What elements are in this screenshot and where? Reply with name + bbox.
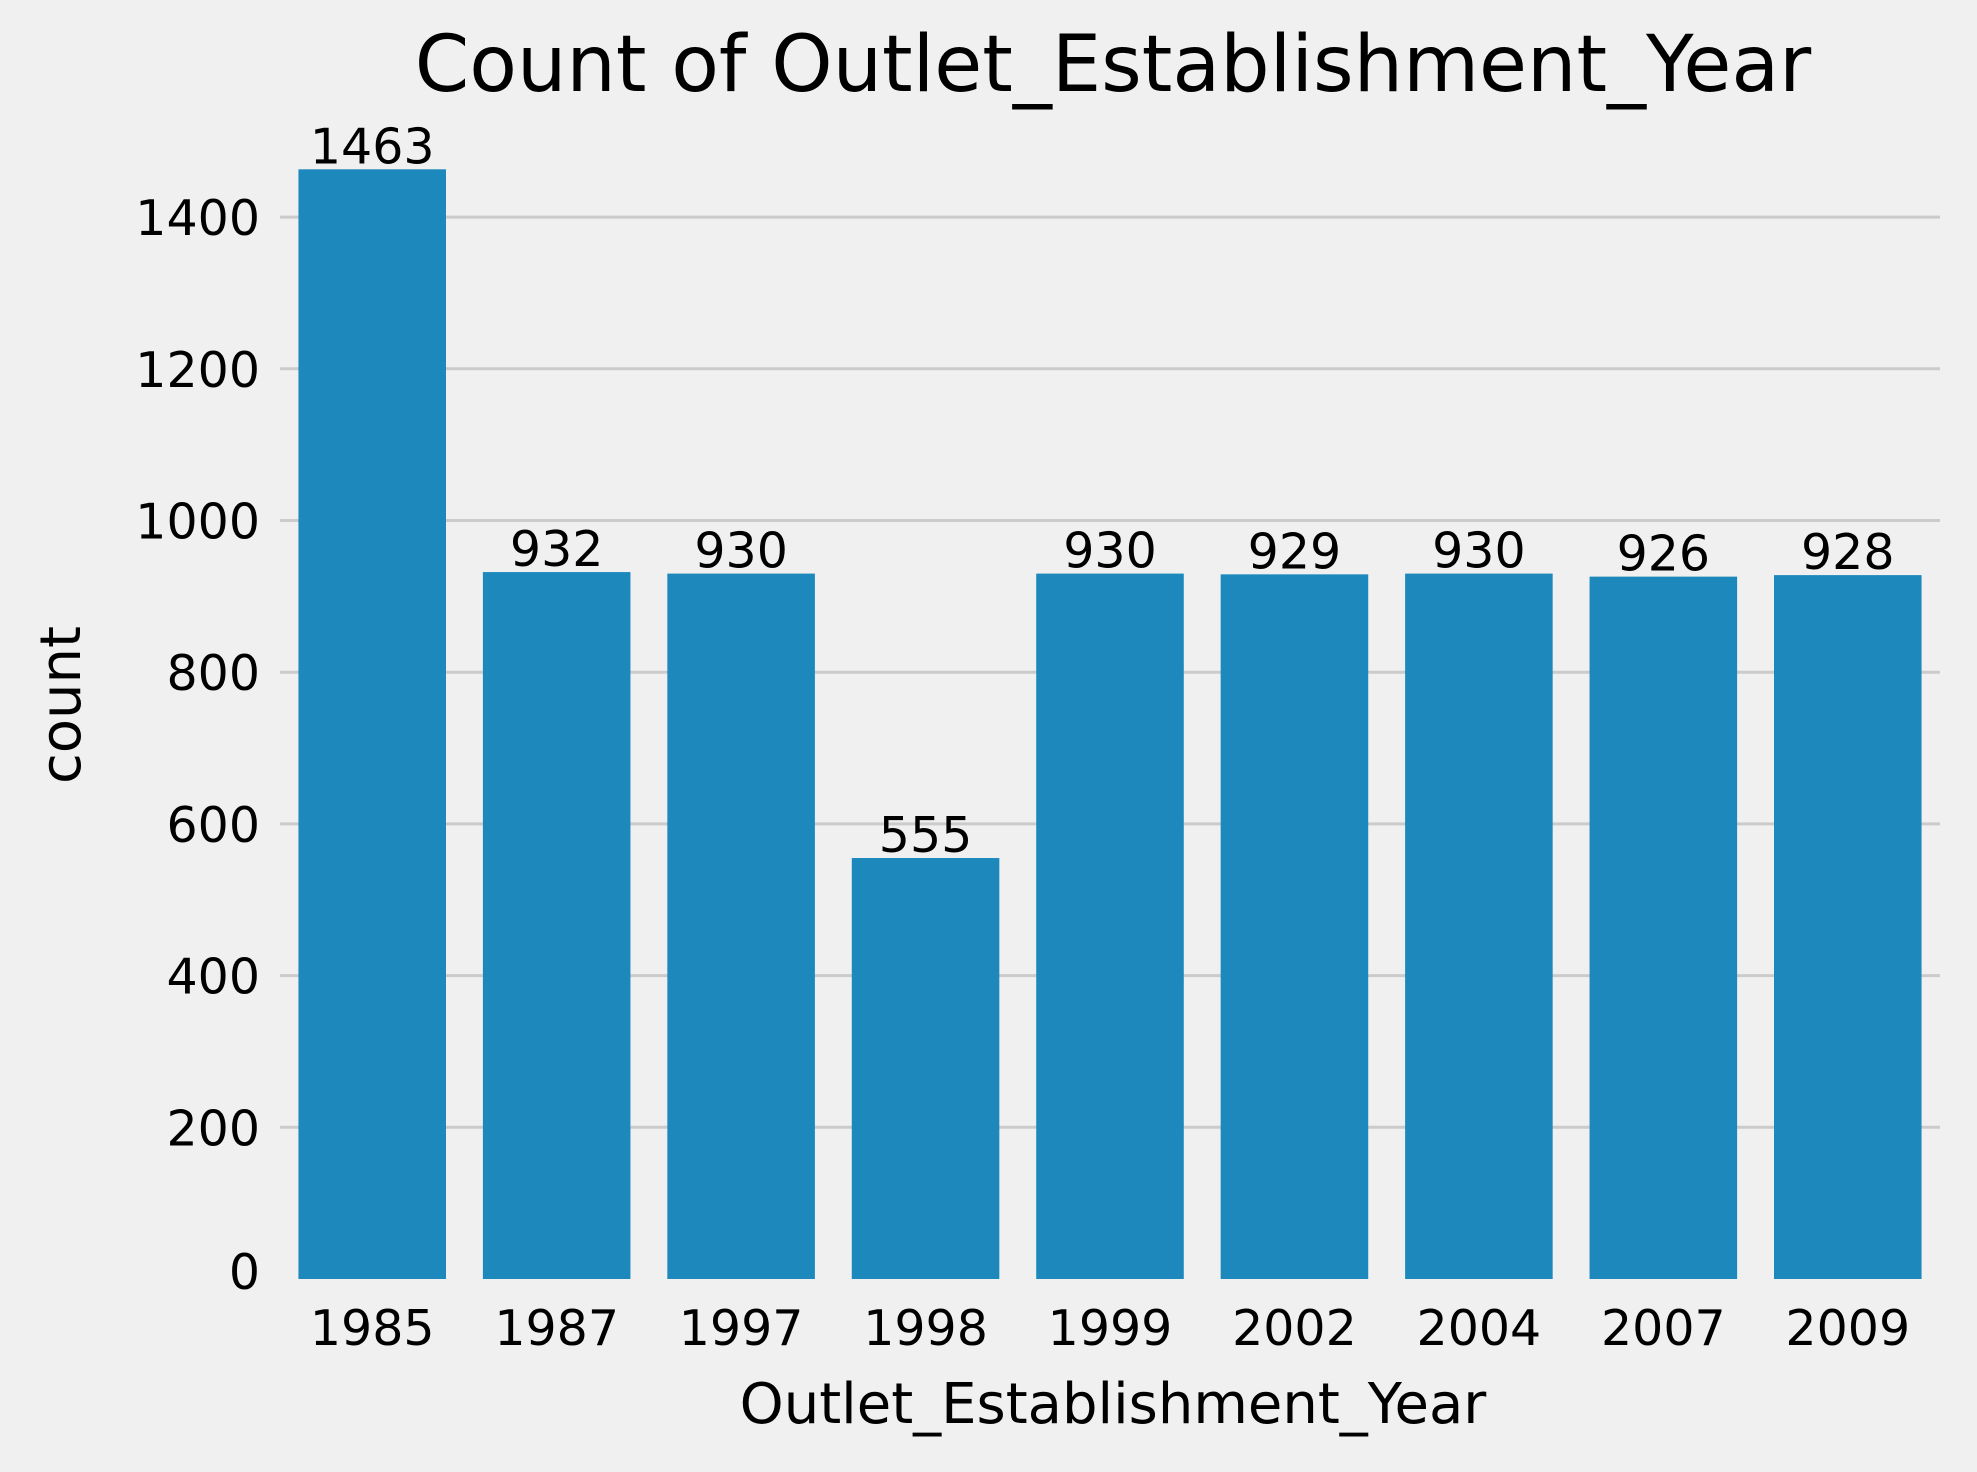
x-tick-label: 1997: [679, 1300, 804, 1357]
x-tick-label: 1987: [494, 1300, 619, 1357]
bar: [851, 858, 1000, 1279]
x-tick-label: 1985: [310, 1300, 435, 1357]
x-tick-label: 1998: [863, 1300, 988, 1357]
y-axis-label: count: [29, 626, 94, 784]
y-tick-label: 400: [166, 949, 260, 1006]
x-tick-labels: 1985 1987 1997 1998 1999 2002 2004 2007 2009: [310, 1300, 1910, 1357]
bar: [667, 573, 815, 1279]
data-label: 930: [1432, 523, 1526, 580]
y-tick-label: 1200: [135, 342, 260, 399]
data-label: 555: [879, 807, 973, 864]
x-tick-label: 2002: [1232, 1300, 1357, 1357]
bar: [1220, 574, 1369, 1279]
data-label: 929: [1248, 523, 1342, 580]
bars: [298, 169, 1922, 1280]
data-label: 926: [1617, 526, 1711, 583]
bar: [1036, 573, 1184, 1279]
y-tick-label: 200: [166, 1100, 260, 1157]
data-label: 930: [1063, 523, 1157, 580]
data-label: 930: [694, 523, 788, 580]
data-label: 932: [510, 521, 604, 578]
x-tick-label: 1999: [1048, 1300, 1173, 1357]
y-tick-labels: 0 200 400 600 800 1000 1200 1400: [135, 190, 260, 1301]
bar: [482, 572, 631, 1279]
bar: [1405, 573, 1553, 1279]
y-tick-label: 1400: [135, 190, 260, 247]
y-tick-label: 600: [166, 797, 260, 854]
y-tick-label: 0: [229, 1244, 260, 1301]
x-axis-label: Outlet_Establishment_Year: [740, 1372, 1488, 1437]
x-tick-label: 2007: [1601, 1300, 1726, 1357]
y-tick-label: 1000: [135, 494, 260, 551]
bar: [1589, 576, 1738, 1279]
bar: [1774, 575, 1922, 1279]
chart-title: Count of Outlet_Establishment_Year: [415, 20, 1812, 110]
y-tick-label: 800: [166, 645, 260, 702]
x-tick-label: 2009: [1785, 1300, 1910, 1357]
data-label: 1463: [310, 118, 435, 175]
bar: [298, 169, 446, 1280]
data-label: 928: [1801, 524, 1895, 581]
x-tick-label: 2004: [1417, 1300, 1542, 1357]
data-labels: 1463 932 930 555 930 929 930 926 928: [310, 118, 1895, 864]
